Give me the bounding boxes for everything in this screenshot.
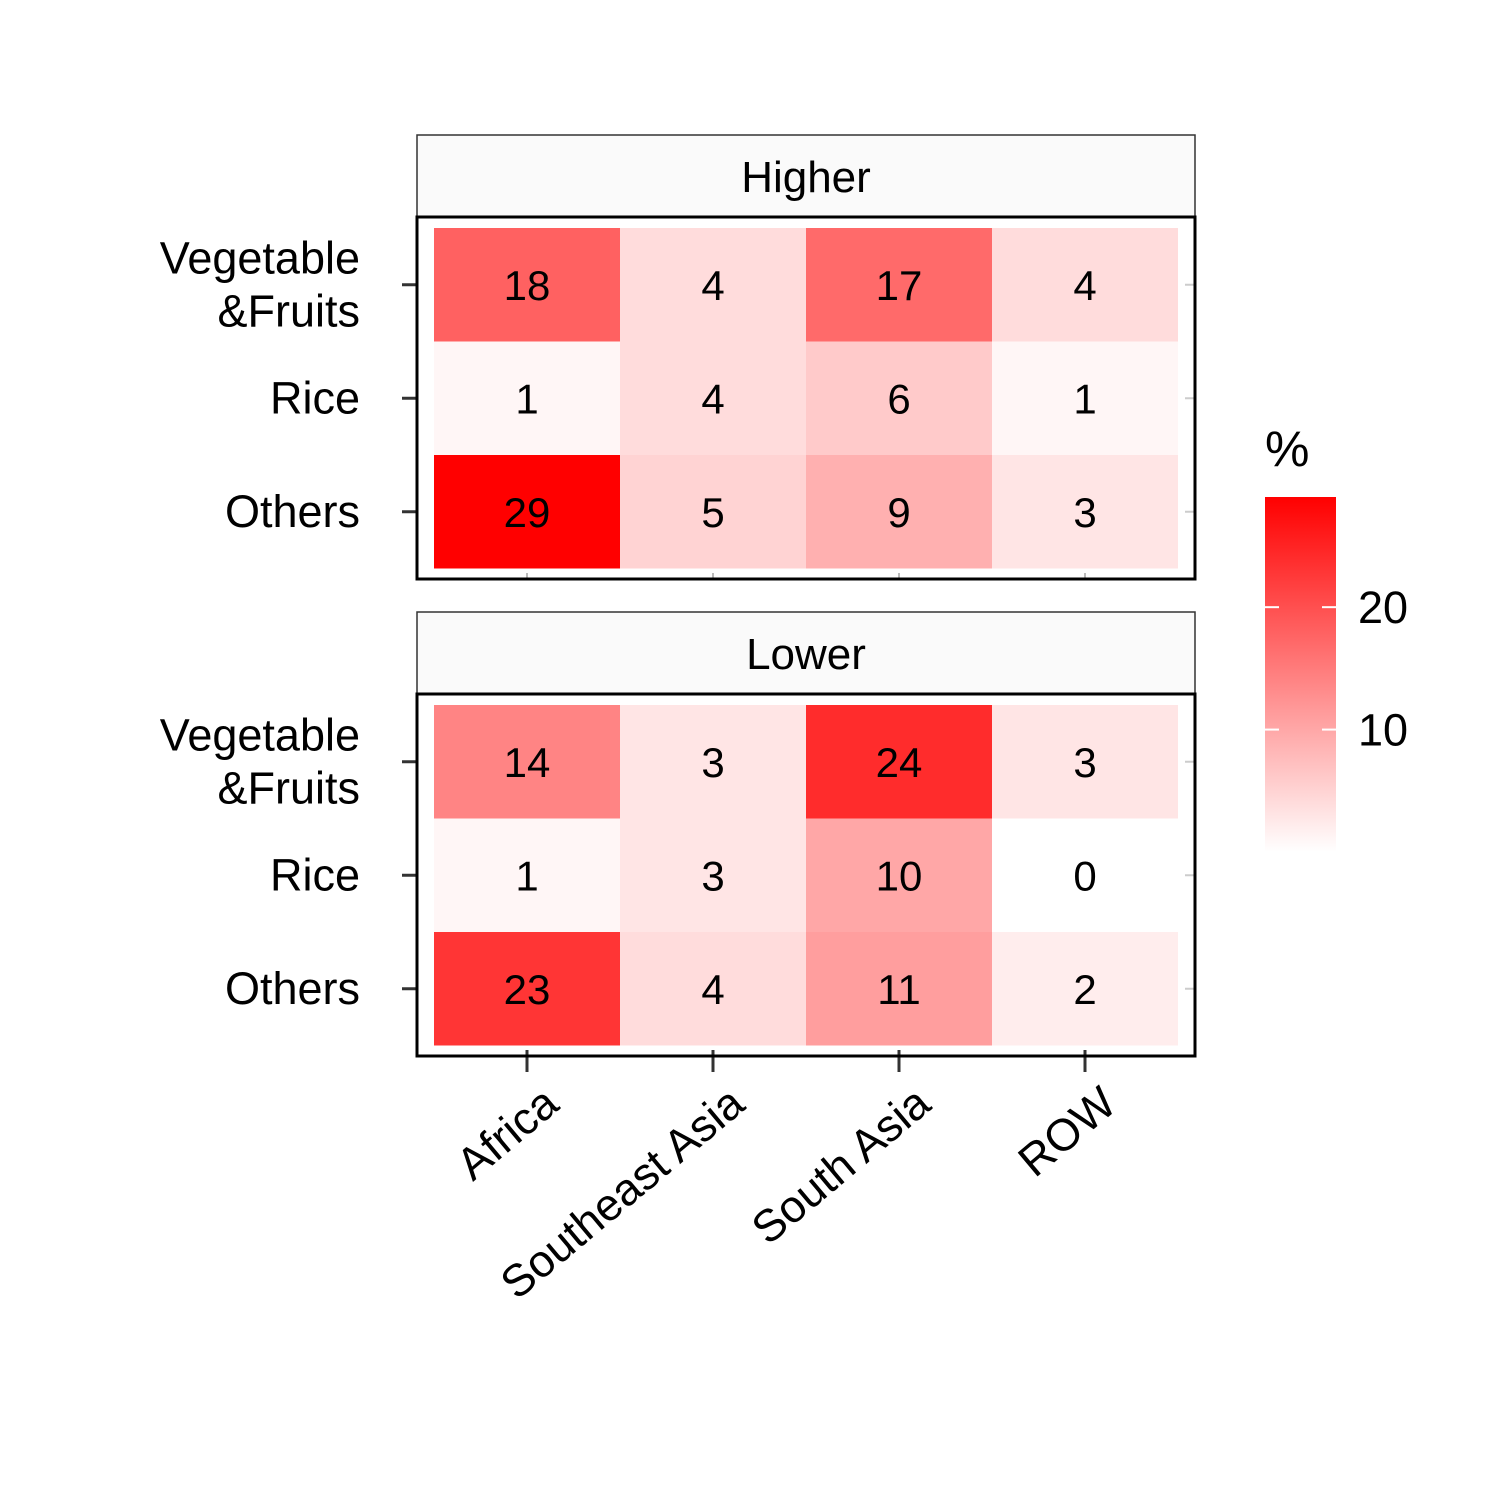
y-axis-label-line: Vegetable bbox=[160, 232, 360, 283]
x-axis-label: South Asia bbox=[742, 1076, 940, 1254]
heatmap-cell bbox=[806, 341, 992, 455]
heatmap-cell bbox=[806, 228, 992, 342]
cell-value-label: 17 bbox=[876, 262, 923, 309]
heatmap-cell bbox=[992, 932, 1178, 1046]
cell-value-label: 24 bbox=[876, 739, 923, 786]
heatmap-cell bbox=[992, 705, 1178, 819]
y-axis-label: Others bbox=[225, 486, 360, 537]
legend-tick-label: 20 bbox=[1358, 582, 1408, 633]
y-axis-label: Vegetable &Fruits bbox=[160, 232, 360, 336]
cell-value-label: 14 bbox=[504, 739, 551, 786]
cell-value-label: 3 bbox=[1073, 739, 1096, 786]
cell-value-label: 3 bbox=[1073, 489, 1096, 536]
y-axis-label: Rice bbox=[270, 372, 360, 423]
y-axis-label-line: &Fruits bbox=[217, 762, 360, 813]
heatmap-cell bbox=[434, 818, 620, 932]
x-axis-label: ROW bbox=[1008, 1076, 1125, 1186]
legend-tick-label: 10 bbox=[1358, 705, 1408, 756]
cell-value-label: 11 bbox=[877, 966, 921, 1013]
cell-value-label: 18 bbox=[504, 262, 551, 309]
legend-title: % bbox=[1265, 421, 1309, 477]
color-legend: % 10 20 bbox=[1265, 421, 1408, 852]
cell-value-label: 29 bbox=[504, 489, 551, 536]
y-axis-label: Vegetable &Fruits bbox=[160, 709, 360, 813]
cell-value-label: 5 bbox=[701, 489, 724, 536]
heatmap-cell bbox=[992, 228, 1178, 342]
y-axis-label-line: Others bbox=[225, 486, 360, 537]
cell-value-label: 3 bbox=[701, 852, 724, 899]
heatmap-cell bbox=[992, 341, 1178, 455]
facet-panel-higher: Higher 18 4 17 4 Vegetable &Fruits 1 4 6 1 Rice 29 5 9… bbox=[160, 134, 1197, 581]
heatmap-cell bbox=[620, 455, 806, 569]
cell-value-label: 1 bbox=[515, 375, 538, 422]
heatmap-cell bbox=[434, 705, 620, 819]
x-axis-label: Africa bbox=[447, 1076, 569, 1190]
cell-value-label: 3 bbox=[701, 739, 724, 786]
heatmap-cell bbox=[620, 341, 806, 455]
cell-value-label: 4 bbox=[701, 375, 724, 422]
cell-value-label: 0 bbox=[1073, 852, 1096, 899]
cell-value-label: 10 bbox=[876, 852, 923, 899]
legend-colorbar bbox=[1265, 497, 1336, 852]
facet-strip-label: Lower bbox=[746, 630, 866, 679]
heatmap-cell bbox=[806, 932, 992, 1046]
y-axis-label-line: Rice bbox=[270, 372, 360, 423]
cell-value-label: 9 bbox=[887, 489, 910, 536]
facet-strip bbox=[416, 611, 1196, 695]
y-axis-label-line: Vegetable bbox=[160, 709, 360, 760]
cell-value-label: 6 bbox=[887, 375, 910, 422]
heatmap-cell bbox=[806, 818, 992, 932]
heatmap-cell bbox=[620, 818, 806, 932]
facet-strip bbox=[416, 134, 1196, 218]
facet-panel-lower: Lower 14 3 24 3 Vegetable &Fruits 1 3 10 0 Rice 23 4 1… bbox=[160, 611, 1197, 1072]
y-axis-label-line: Rice bbox=[270, 849, 360, 900]
cell-value-label: 4 bbox=[701, 966, 724, 1013]
heatmap-cell bbox=[434, 228, 620, 342]
y-axis-label: Rice bbox=[270, 849, 360, 900]
panel-border bbox=[415, 215, 1197, 581]
heatmap-cell bbox=[434, 341, 620, 455]
heatmap-cell bbox=[620, 228, 806, 342]
facet-strip-label: Higher bbox=[741, 153, 871, 202]
cell-value-label: 23 bbox=[504, 966, 551, 1013]
heatmap-cell bbox=[806, 705, 992, 819]
cell-value-label: 4 bbox=[1073, 262, 1096, 309]
heatmap-cell bbox=[992, 455, 1178, 569]
cell-value-label: 1 bbox=[1073, 375, 1096, 422]
panel-border bbox=[415, 692, 1197, 1058]
y-axis-label-line: Others bbox=[225, 963, 360, 1014]
heatmap-cell bbox=[434, 932, 620, 1046]
heatmap-cell bbox=[806, 455, 992, 569]
y-axis-label: Others bbox=[225, 963, 360, 1014]
cell-value-label: 4 bbox=[701, 262, 724, 309]
heatmap-cell bbox=[992, 818, 1178, 932]
cell-value-label: 1 bbox=[515, 852, 538, 899]
heatmap-cell bbox=[620, 932, 806, 1046]
cell-value-label: 2 bbox=[1073, 966, 1096, 1013]
heatmap-cell bbox=[620, 705, 806, 819]
heatmap-cell bbox=[434, 455, 620, 569]
y-axis-label-line: &Fruits bbox=[217, 285, 360, 336]
